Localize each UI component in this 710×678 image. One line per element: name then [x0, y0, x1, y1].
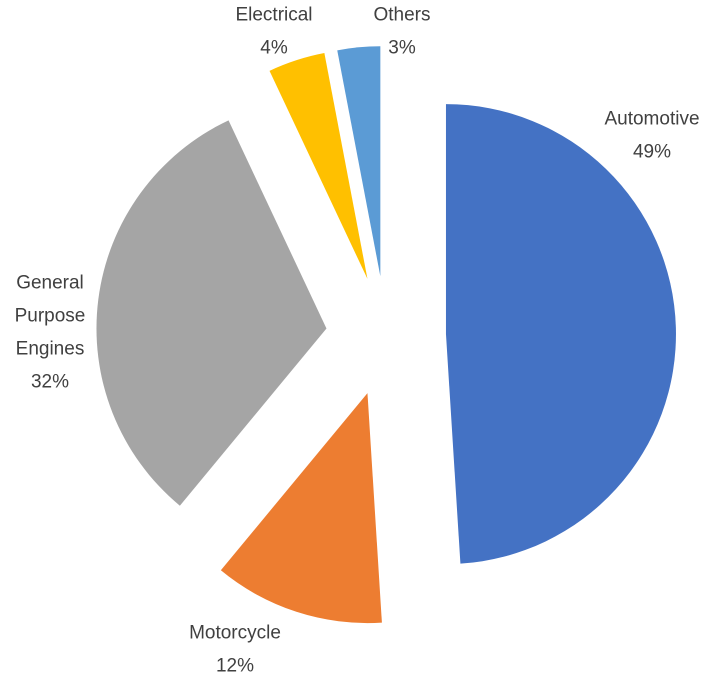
slice-category-label: Motorcycle: [189, 623, 281, 644]
pie-slice: [220, 393, 382, 624]
slice-value-label: 4%: [260, 38, 288, 59]
pie-slice: [96, 120, 327, 506]
slice-category-label: Others: [373, 5, 430, 26]
slice-category-label: Electrical: [235, 5, 312, 26]
slice-value-label: 12%: [216, 656, 254, 677]
slice-value-label: 3%: [388, 38, 416, 59]
slice-value-label: 49%: [633, 142, 671, 163]
slice-category-label: General Purpose Engines: [15, 273, 86, 360]
slice-value-label: 32%: [31, 372, 69, 393]
pie-slice: [337, 46, 381, 277]
slice-category-label: Automotive: [604, 109, 699, 130]
pie-slice: [445, 104, 676, 564]
pie-slice: [269, 53, 368, 279]
